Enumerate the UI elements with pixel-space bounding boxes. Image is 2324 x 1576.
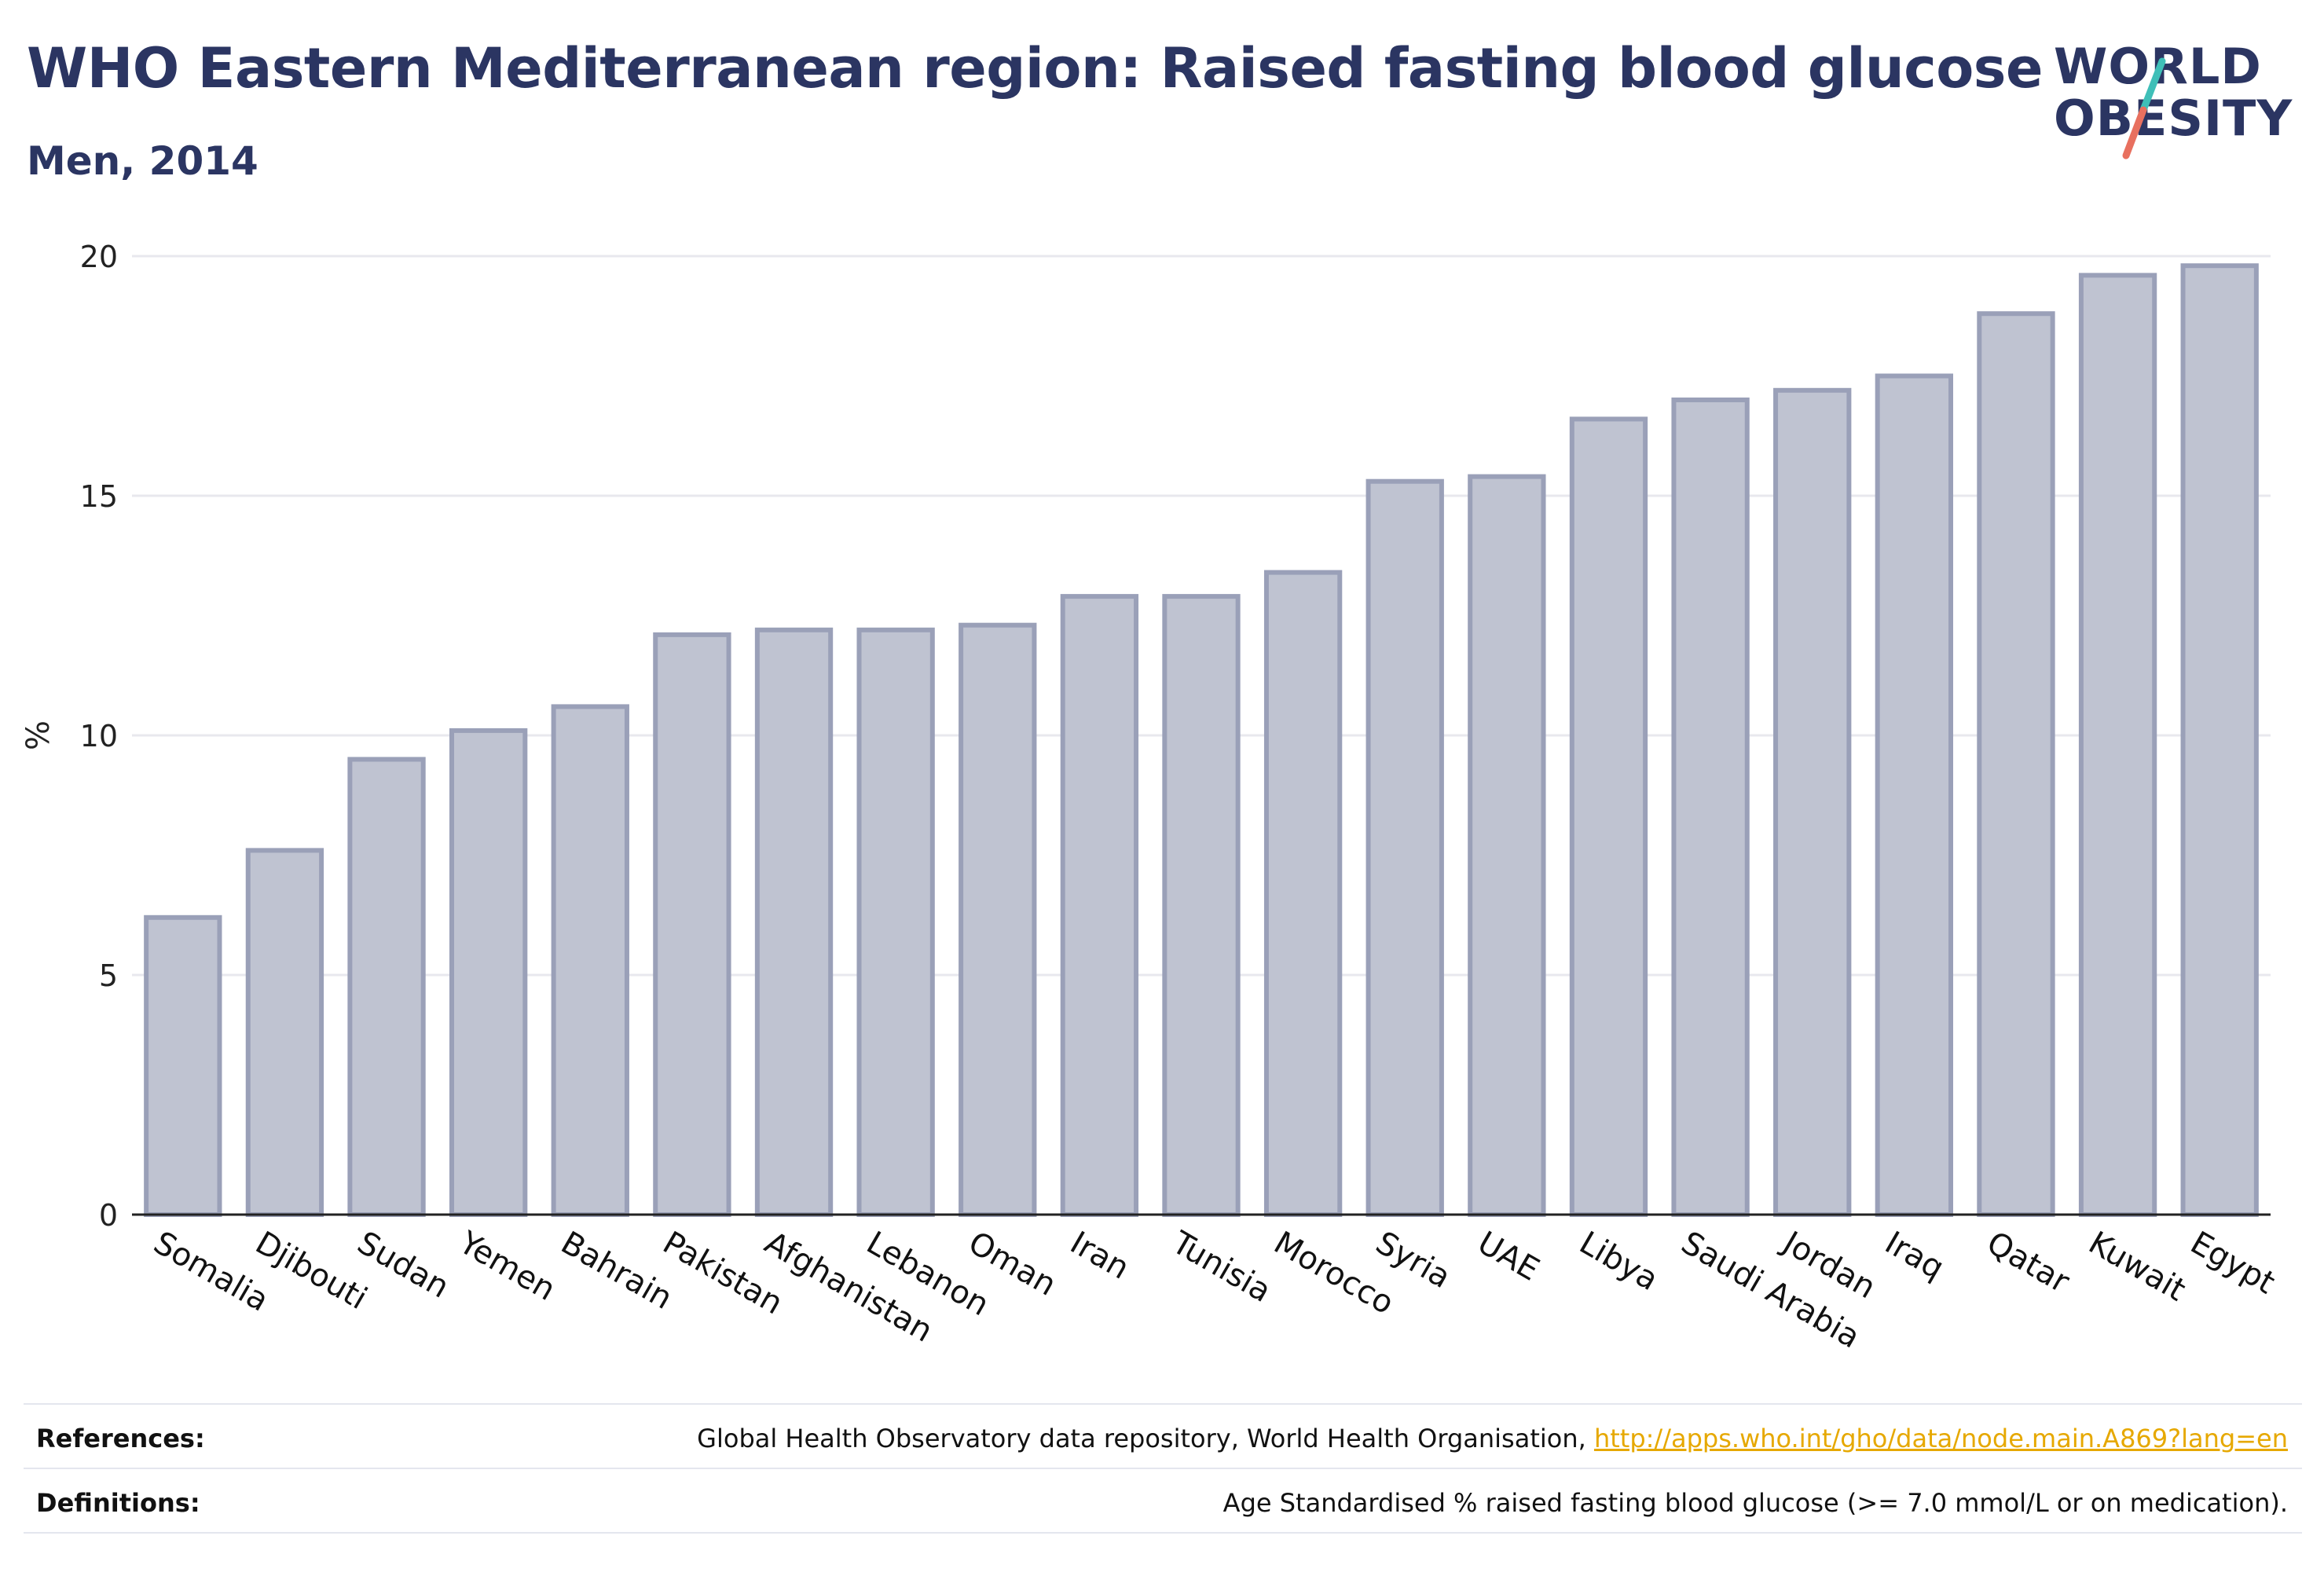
chart-subtitle: Men, 2014 [27, 138, 258, 184]
bar-tunisia[interactable] [1162, 594, 1241, 1218]
bar-oman[interactable] [959, 622, 1037, 1217]
footer-divider-middle [24, 1468, 2302, 1469]
x-tick-label: UAE [1472, 1225, 1545, 1288]
x-tick-label: Tunisia [1165, 1224, 1277, 1310]
bar-qatar[interactable] [1977, 311, 2055, 1218]
bar-saudi-arabia[interactable] [1671, 398, 1750, 1217]
references-link[interactable]: http://apps.who.int/gho/data/node.main.A… [1593, 1424, 2288, 1453]
footer-divider-top [24, 1403, 2302, 1405]
x-tick-label: Djibouti [249, 1225, 372, 1317]
bar-afghanistan[interactable] [754, 627, 834, 1217]
bar-djibouti[interactable] [245, 848, 324, 1218]
logo-word-obesity: OBESITY [2054, 90, 2293, 147]
x-tick-label: Qatar [1981, 1225, 2076, 1300]
bar-jordan[interactable] [1773, 387, 1852, 1217]
bar-libya[interactable] [1569, 416, 1648, 1217]
bar-uae[interactable] [1468, 474, 1546, 1218]
bar-morocco[interactable] [1263, 570, 1343, 1218]
y-axis-label: % [20, 720, 57, 750]
bar-kuwait[interactable] [2078, 273, 2157, 1217]
footer-divider-bottom [24, 1532, 2302, 1534]
x-tick-label: Yemen [453, 1224, 562, 1308]
bar-bahrain[interactable] [551, 704, 629, 1217]
bar-yemen[interactable] [449, 728, 528, 1217]
bars [144, 263, 2259, 1218]
x-tick-label: Iraq [1879, 1225, 1950, 1287]
y-tick-label: 20 [80, 240, 118, 274]
references-label: References: [36, 1424, 205, 1453]
y-tick-label: 15 [80, 479, 118, 514]
references-text: Global Health Observatory data repositor… [697, 1424, 1594, 1453]
logo-slash-icon [2122, 57, 2166, 159]
definitions-value: Age Standardised % raised fasting blood … [1222, 1488, 2288, 1518]
x-tick-label: Somalia [148, 1225, 275, 1319]
bar-syria[interactable] [1365, 478, 1444, 1217]
y-tick-label: 10 [80, 719, 118, 753]
references-value: Global Health Observatory data repositor… [697, 1424, 2288, 1453]
x-tick-label: Egypt [2184, 1225, 2281, 1302]
x-tick-label: Libya [1573, 1225, 1664, 1298]
bar-lebanon[interactable] [856, 627, 935, 1217]
world-obesity-logo: WORLD OBESITY [2043, 38, 2310, 171]
bar-egypt[interactable] [2180, 263, 2259, 1218]
chart-title: WHO Eastern Mediterranean region: Raised… [27, 36, 2043, 101]
bar-pakistan[interactable] [653, 632, 731, 1217]
bar-sudan[interactable] [347, 757, 426, 1217]
bar-iraq[interactable] [1875, 373, 1953, 1217]
y-tick-label: 5 [99, 958, 118, 993]
x-tick-label: Bahrain [555, 1225, 678, 1317]
y-tick-label: 0 [99, 1198, 118, 1233]
x-tick-label: Kuwait [2083, 1225, 2192, 1309]
bar-chart: 05101520SomaliaDjiboutiSudanYemenBahrain… [20, 240, 2281, 1356]
x-tick-label: Iran [1064, 1225, 1135, 1287]
definitions-label: Definitions: [36, 1488, 200, 1518]
bar-iran[interactable] [1060, 594, 1139, 1218]
bar-somalia[interactable] [144, 914, 222, 1217]
